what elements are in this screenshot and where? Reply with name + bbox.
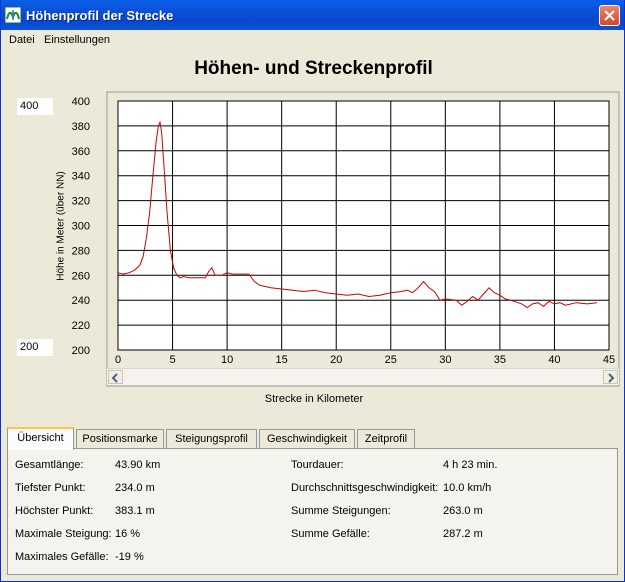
route-profile-app-icon <box>5 7 21 23</box>
y-tick-label: 280 <box>72 245 90 257</box>
arrow-left-icon <box>111 373 118 383</box>
x-tick-label: 5 <box>169 354 175 366</box>
stat-label-total-length: Gesamtlänge: <box>15 459 84 471</box>
x-tick-label: 30 <box>439 354 451 366</box>
y-min-input[interactable]: 200 <box>17 339 53 356</box>
y-tick-label: 340 <box>72 171 90 183</box>
tab-zeitprofil[interactable]: Zeitprofil <box>357 429 415 448</box>
y-tick-label: 360 <box>72 146 90 158</box>
stat-label-lowest-point: Tiefster Punkt: <box>15 482 86 494</box>
menu-einstellungen[interactable]: Einstellungen <box>44 34 111 46</box>
overview-panel: Gesamtlänge: 43.90 km Tiefster Punkt: 23… <box>7 448 618 575</box>
x-tick-label: 45 <box>603 354 615 366</box>
arrow-right-icon <box>608 373 615 383</box>
tab-uebersicht[interactable]: Übersicht <box>7 427 74 450</box>
stat-value-highest-point: 383.1 m <box>115 505 155 517</box>
window-title: Höhenprofil der Strecke <box>26 8 174 23</box>
x-tick-label: 10 <box>221 354 233 366</box>
stat-label-avg-speed: Durchschnittsgeschwindigkeit: <box>291 482 439 494</box>
horizontal-scrollbar[interactable] <box>107 368 619 385</box>
y-tick-label: 380 <box>72 121 90 133</box>
elevation-chart: 200 220 240 260 280 300 320 340 360 380 400 0 5 10 15… <box>72 91 620 387</box>
stat-value-max-decline: -19 % <box>115 551 144 563</box>
x-axis-label: Strecke in Kilometer <box>264 393 364 405</box>
stat-label-total-ascent: Summe Steigungen: <box>291 505 391 517</box>
stat-value-tour-duration: 4 h 23 min. <box>443 459 498 471</box>
y-tick-label: 220 <box>72 320 90 332</box>
y-tick-label: 200 <box>72 345 90 357</box>
stat-value-total-length: 43.90 km <box>115 459 161 471</box>
tab-positionsmarke[interactable]: Positionsmarke <box>76 429 164 448</box>
x-tick-label: 0 <box>115 354 121 366</box>
stat-value-lowest-point: 234.0 m <box>115 482 155 494</box>
stat-value-max-incline: 16 % <box>115 528 141 540</box>
close-icon <box>604 10 615 21</box>
plot-border <box>117 100 610 351</box>
y-tick-label: 300 <box>72 221 90 233</box>
stat-label-tour-duration: Tourdauer: <box>291 459 344 471</box>
tab-geschwindigkeit[interactable]: Geschwindigkeit <box>259 429 355 448</box>
stat-value-total-ascent: 263.0 m <box>443 505 483 517</box>
series-line-elevation <box>117 120 598 309</box>
x-tick-label: 25 <box>385 354 397 366</box>
y-tick-label: 400 <box>72 96 90 108</box>
scroll-left-button[interactable] <box>108 370 123 384</box>
y-tick-label: 320 <box>72 196 90 208</box>
stat-label-max-incline: Maximale Steigung: <box>15 528 112 540</box>
scroll-right-button[interactable] <box>603 370 618 384</box>
title-bar[interactable]: Höhenprofil der Strecke <box>1 0 624 30</box>
x-tick-label: 35 <box>494 354 506 366</box>
chart-title: Höhen- und Streckenprofil <box>194 58 433 79</box>
stat-value-total-descent: 287.2 m <box>443 528 483 540</box>
stat-label-max-decline: Maximales Gefälle: <box>15 551 109 563</box>
x-tick-label: 40 <box>548 354 560 366</box>
y-tick-label: 240 <box>72 295 90 307</box>
menu-datei[interactable]: Datei <box>9 34 35 46</box>
close-button[interactable] <box>599 5 620 26</box>
y-max-input[interactable]: 400 <box>17 98 53 115</box>
x-tick-label: 15 <box>276 354 288 366</box>
stat-value-avg-speed: 10.0 km/h <box>443 482 492 494</box>
stat-label-total-descent: Summe Gefälle: <box>291 528 370 540</box>
x-tick-label: 20 <box>330 354 342 366</box>
stat-label-highest-point: Höchster Punkt: <box>15 505 94 517</box>
tab-steigungsprofil[interactable]: Steigungsprofil <box>166 429 257 448</box>
y-tick-label: 260 <box>72 270 90 282</box>
